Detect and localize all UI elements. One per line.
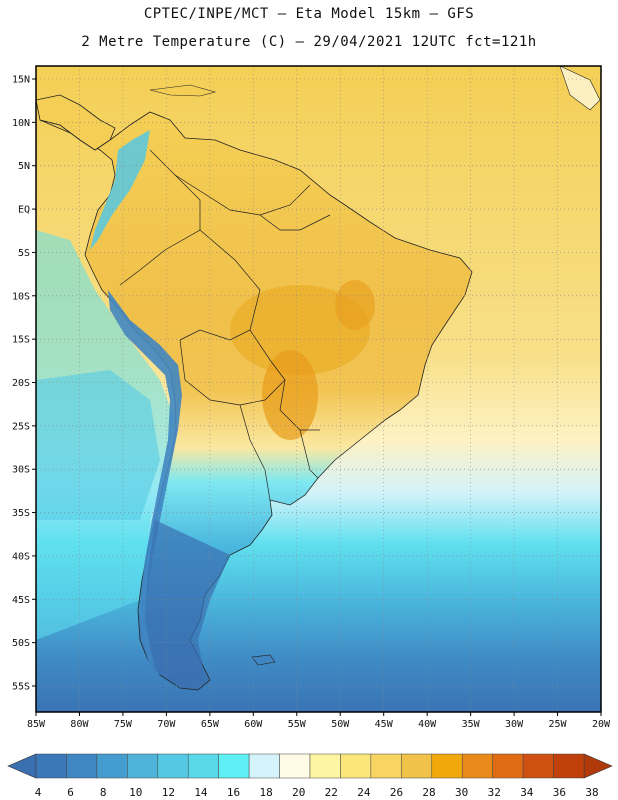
colorbar-label: 6 — [67, 786, 74, 799]
colorbar-high-arrow — [583, 753, 613, 779]
colorbar-label: 26 — [390, 786, 403, 799]
colorbar-swatch — [157, 753, 189, 779]
colorbar-label: 18 — [259, 786, 272, 799]
andes-south-cold — [108, 290, 182, 675]
colorbar-label: 28 — [422, 786, 435, 799]
lat-tick-label: 35S — [12, 508, 30, 519]
warm-core-east — [335, 280, 375, 330]
lon-tick-label: 55W — [288, 719, 307, 730]
lon-tick-label: 35W — [462, 719, 481, 730]
map-frame — [35, 65, 602, 713]
country-borders — [119, 149, 331, 501]
colorbar-swatch — [248, 753, 280, 779]
colorbar-swatch — [218, 753, 250, 779]
colorbar-swatch — [492, 753, 524, 779]
colorbar-label: 22 — [325, 786, 338, 799]
lat-tick-label: 10N — [12, 118, 30, 129]
lat-tick-label: 5S — [18, 248, 30, 259]
lon-tick-label: 70W — [157, 719, 176, 730]
colorbar-swatch — [340, 753, 372, 779]
colorbar-label: 20 — [292, 786, 305, 799]
warm-core-south — [262, 350, 318, 440]
lat-tick-label: 55S — [12, 681, 30, 692]
lon-tick-label: 80W — [70, 719, 89, 730]
latitude-axis: 15N 10N 5N EQ 5S 10S 15S 20S 25S 30S 35S 40S 45S 50S 5… — [12, 75, 36, 692]
map-field — [36, 66, 601, 712]
lon-tick-label: 20W — [592, 719, 611, 730]
lat-tick-label: EQ — [18, 205, 30, 216]
lon-tick-label: 30W — [505, 719, 524, 730]
colorbar-swatch — [279, 753, 311, 779]
colorbar-label: 12 — [162, 786, 175, 799]
map-title-field: 2 Metre Temperature (C) – 29/04/2021 12U… — [81, 34, 537, 50]
colorbar-swatch — [431, 753, 463, 779]
colorbar-label: 30 — [455, 786, 468, 799]
colorbar-label: 8 — [100, 786, 107, 799]
colorbar-swatch — [309, 753, 341, 779]
lon-tick-label: 45W — [375, 719, 394, 730]
andes-north-cold — [90, 130, 150, 250]
colorbar-swatch — [96, 753, 128, 779]
colorbar-label: 38 — [585, 786, 598, 799]
colorbar-low-arrow — [7, 753, 37, 779]
map-title-model: CPTEC/INPE/MCT – Eta Model 15km – GFS — [143, 6, 475, 22]
colorbar-swatch — [187, 753, 219, 779]
lon-tick-label: 75W — [114, 719, 133, 730]
lon-tick-label: 65W — [201, 719, 220, 730]
lat-tick-label: 50S — [12, 638, 30, 649]
lon-tick-label: 40W — [418, 719, 437, 730]
lat-tick-label: 45S — [12, 595, 30, 606]
lat-tick-label: 30S — [12, 465, 30, 476]
colorbar-swatch — [522, 753, 554, 779]
colorbar-label: 16 — [227, 786, 240, 799]
falkland-islands — [251, 654, 276, 666]
lat-tick-label: 25S — [12, 421, 30, 432]
lon-tick-label: 85W — [27, 719, 46, 730]
colorbar-label: 32 — [488, 786, 501, 799]
lat-tick-label: 15S — [12, 335, 30, 346]
colorbar-swatch — [66, 753, 98, 779]
colorbar-swatch — [370, 753, 402, 779]
lat-tick-label: 20S — [12, 378, 30, 389]
lat-tick-label: 5N — [18, 161, 30, 172]
colorbar-swatch — [461, 753, 493, 779]
lat-tick-label: 10S — [12, 291, 30, 302]
colorbar-label: 14 — [194, 786, 208, 799]
lat-tick-label: 15N — [12, 75, 30, 86]
temperature-colorbar: 4 6 8 10 12 14 16 18 20 22 24 26 28 30 32 34 36 38 — [7, 753, 613, 799]
colorbar-label: 24 — [357, 786, 371, 799]
lat-tick-label: 40S — [12, 551, 30, 562]
colorbar-swatch — [401, 753, 433, 779]
lon-tick-label: 50W — [331, 719, 350, 730]
lon-tick-label: 60W — [244, 719, 263, 730]
colorbar-label: 34 — [520, 786, 534, 799]
central-america-land — [36, 94, 116, 151]
colorbar-swatch — [553, 753, 585, 779]
colorbar-swatch — [127, 753, 159, 779]
longitude-axis: 85W 80W 75W 70W 65W 60W 55W 50W 45W 40W 35W 30W 25W 2… — [27, 712, 611, 730]
colorbar-swatch — [35, 753, 67, 779]
colorbar-label: 4 — [35, 786, 42, 799]
colorbar-label: 36 — [553, 786, 566, 799]
pacific-cold-band — [36, 370, 160, 520]
west-africa-land — [559, 66, 601, 111]
lon-tick-label: 25W — [549, 719, 568, 730]
colorbar-label: 10 — [129, 786, 142, 799]
